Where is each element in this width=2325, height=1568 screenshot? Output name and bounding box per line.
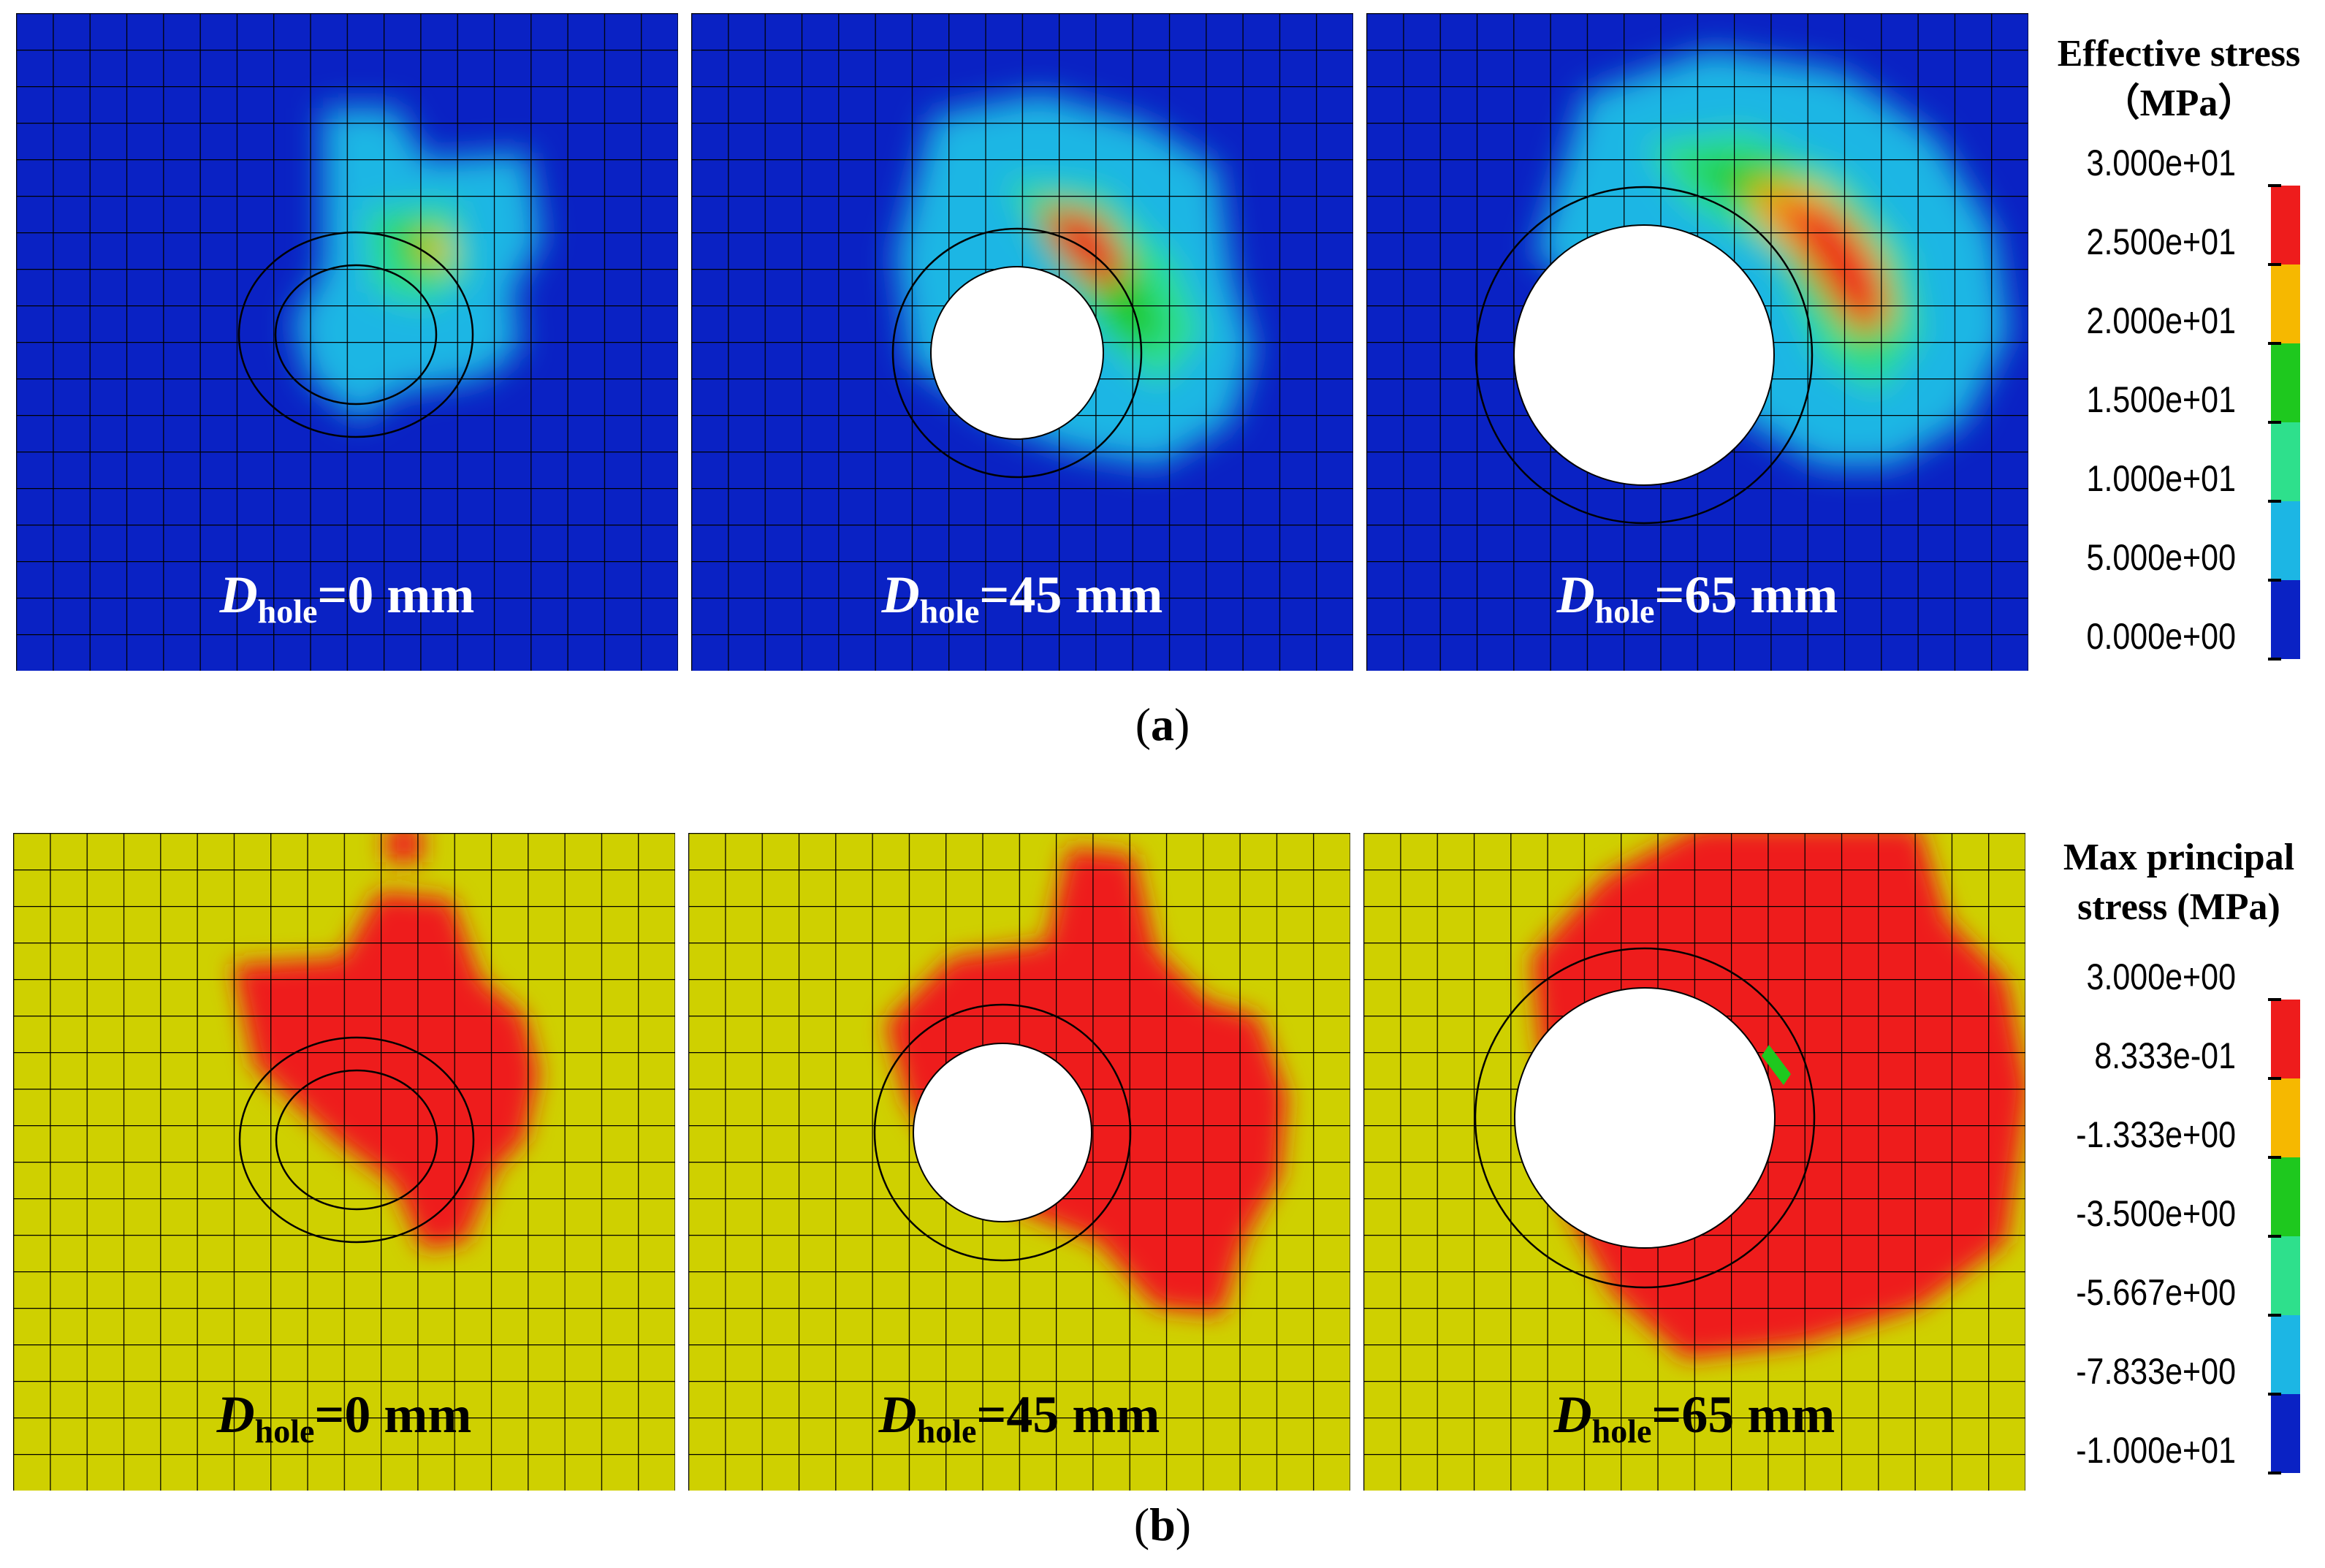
panel-label: Dhole=65 mm: [1553, 1385, 1835, 1450]
colorbar-tick-label: 8.333e-01: [2094, 1035, 2236, 1076]
colorbar-tick-label: 3.000e+01: [2086, 142, 2236, 183]
colorbar-tick: [2268, 1235, 2281, 1238]
colorbar-tick-label: -1.333e+00: [2076, 1114, 2236, 1155]
colorbar-tick: [2268, 263, 2281, 266]
colorbar-segment: [2271, 501, 2300, 580]
colorbar-segment: [2271, 1157, 2300, 1236]
colorbar-tick-label: 2.500e+01: [2086, 221, 2236, 262]
colorbar-tick-label: 1.500e+01: [2086, 379, 2236, 420]
colorbar-tick: [2268, 1156, 2281, 1159]
colorbar-tick: [2268, 1472, 2281, 1474]
colorbar: [2271, 186, 2300, 659]
legend-title-line2: stress (MPa): [2077, 886, 2280, 928]
colorbar-segment: [2271, 1000, 2300, 1078]
contour-plot: [691, 13, 1353, 671]
panel-a-dhole-0: Dhole=0 mm: [16, 13, 678, 671]
contour-plot: [1363, 833, 2025, 1491]
panel-label: Dhole=65 mm: [1556, 566, 1838, 630]
colorbar-tick-label: -5.667e+00: [2076, 1272, 2236, 1313]
panel-label: Dhole=0 mm: [219, 566, 475, 630]
colorbar-segment: [2271, 422, 2300, 501]
colorbar-tick: [2268, 421, 2281, 424]
colorbar-tick: [2268, 500, 2281, 503]
contour-plot: [688, 833, 1350, 1491]
panel-a-dhole-65: Dhole=65 mm: [1366, 13, 2028, 671]
colorbar-tick-label: 5.000e+00: [2086, 537, 2236, 578]
legend-title-b: Max principal stress (MPa): [2036, 833, 2322, 932]
colorbar-segment: [2271, 1394, 2300, 1473]
contour-plot: [1366, 13, 2028, 671]
colorbar-segment: [2271, 1078, 2300, 1157]
colorbar-tick: [2268, 658, 2281, 661]
mesh-ring: [1474, 186, 1814, 525]
colorbar-tick: [2268, 998, 2281, 1001]
colorbar-segment: [2271, 264, 2300, 343]
legend-title-a: Effective stress （MPa）: [2036, 29, 2322, 129]
hole: [1513, 224, 1775, 486]
hole: [1514, 987, 1776, 1249]
legend-title-line1: Max principal: [2063, 837, 2295, 878]
panel-b-dhole-0: Dhole=0 mm: [13, 833, 675, 1491]
colorbar-tick: [2268, 342, 2281, 345]
caption-b: (b): [1133, 1499, 1192, 1550]
panel-a-dhole-45: Dhole=45 mm: [691, 13, 1353, 671]
mesh-grid: [16, 13, 678, 671]
mesh-ring: [873, 1003, 1132, 1262]
colorbar-tick-label: -7.833e+00: [2076, 1351, 2236, 1392]
panel-label: Dhole=0 mm: [216, 1385, 472, 1450]
colorbar-tick: [2268, 184, 2281, 187]
legend-title-line2: （MPa）: [2101, 83, 2256, 124]
panel-b-dhole-45: Dhole=45 mm: [688, 833, 1350, 1491]
compression-spot: [1762, 1045, 1791, 1085]
caption-a: (a): [1135, 699, 1190, 750]
colorbar-tick-label: 1.000e+01: [2086, 458, 2236, 499]
panel-label: Dhole=45 mm: [878, 1385, 1160, 1450]
mesh-ring: [238, 1036, 475, 1244]
mesh-ring: [891, 227, 1143, 479]
hole: [930, 266, 1104, 440]
colorbar-segment: [2271, 186, 2300, 264]
colorbar-segment: [2271, 343, 2300, 422]
colorbar-tick: [2268, 1393, 2281, 1396]
colorbar-tick-label: -1.000e+01: [2076, 1430, 2236, 1471]
panel-label: Dhole=45 mm: [881, 566, 1163, 630]
colorbar-segment: [2271, 580, 2300, 659]
panel-b-dhole-65: Dhole=65 mm: [1363, 833, 2025, 1491]
legend-title-line1: Effective stress: [2057, 33, 2301, 75]
colorbar-tick: [2268, 1077, 2281, 1080]
mesh-ring: [1474, 947, 1816, 1289]
colorbar-tick: [2268, 1314, 2281, 1317]
colorbar-tick-label: -3.500e+00: [2076, 1193, 2236, 1234]
colorbar-segment: [2271, 1315, 2300, 1394]
colorbar: [2271, 1000, 2300, 1473]
contour-plot: [16, 13, 678, 671]
contour-plot: [13, 833, 675, 1491]
colorbar-tick-label: 3.000e+00: [2086, 956, 2236, 997]
colorbar-tick-label: 0.000e+00: [2086, 616, 2236, 657]
colorbar-segment: [2271, 1236, 2300, 1315]
hole: [913, 1043, 1092, 1222]
colorbar-tick: [2268, 579, 2281, 582]
mesh-grid: [13, 833, 675, 1491]
mesh-ring: [237, 231, 474, 438]
colorbar-tick-label: 2.000e+01: [2086, 300, 2236, 341]
